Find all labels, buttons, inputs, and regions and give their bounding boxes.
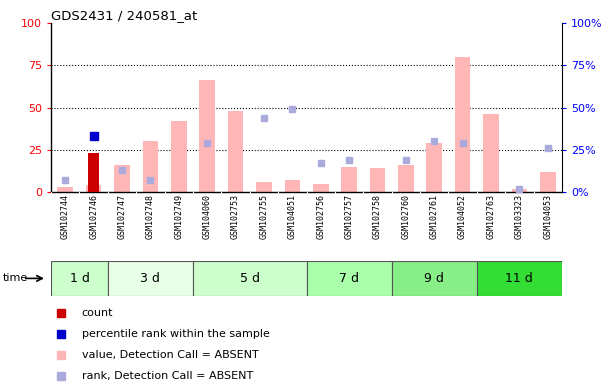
Bar — [483, 114, 499, 192]
Text: GSM102749: GSM102749 — [174, 194, 183, 239]
Bar — [256, 182, 272, 192]
Bar — [108, 261, 193, 296]
Bar — [313, 184, 329, 192]
Bar — [228, 111, 243, 192]
Text: GSM102746: GSM102746 — [89, 194, 98, 239]
Bar — [392, 261, 477, 296]
Bar — [200, 81, 215, 192]
Bar — [427, 143, 442, 192]
Bar — [58, 187, 73, 192]
Bar — [370, 168, 385, 192]
Text: GSM102747: GSM102747 — [118, 194, 127, 239]
Text: GSM102755: GSM102755 — [260, 194, 269, 239]
Bar — [88, 153, 99, 192]
Text: 9 d: 9 d — [424, 272, 444, 285]
Bar — [51, 261, 108, 296]
Text: GSM102763: GSM102763 — [486, 194, 495, 239]
Text: GSM102753: GSM102753 — [231, 194, 240, 239]
Text: 11 d: 11 d — [505, 272, 533, 285]
Text: rank, Detection Call = ABSENT: rank, Detection Call = ABSENT — [82, 371, 253, 381]
Bar — [193, 261, 307, 296]
Text: GSM104060: GSM104060 — [203, 194, 212, 239]
Text: value, Detection Call = ABSENT: value, Detection Call = ABSENT — [82, 350, 258, 360]
Text: 1 d: 1 d — [70, 272, 90, 285]
Text: GSM102760: GSM102760 — [401, 194, 410, 239]
Bar — [398, 165, 413, 192]
Bar — [455, 57, 471, 192]
Text: GSM102748: GSM102748 — [146, 194, 155, 239]
Text: GSM103323: GSM103323 — [515, 194, 524, 239]
Bar — [341, 167, 357, 192]
Text: GSM104051: GSM104051 — [288, 194, 297, 239]
Text: time: time — [3, 273, 28, 283]
Text: GSM104052: GSM104052 — [458, 194, 467, 239]
Text: 5 d: 5 d — [240, 272, 260, 285]
Bar — [171, 121, 186, 192]
Text: GSM102756: GSM102756 — [316, 194, 325, 239]
Bar — [284, 180, 300, 192]
Text: percentile rank within the sample: percentile rank within the sample — [82, 329, 270, 339]
Text: GSM102744: GSM102744 — [61, 194, 70, 239]
Bar — [307, 261, 392, 296]
Text: count: count — [82, 308, 113, 318]
Text: GDS2431 / 240581_at: GDS2431 / 240581_at — [51, 9, 197, 22]
Bar — [511, 189, 527, 192]
Text: 7 d: 7 d — [339, 272, 359, 285]
Bar — [86, 185, 102, 192]
Text: 3 d: 3 d — [141, 272, 160, 285]
Bar — [114, 165, 130, 192]
Text: GSM102757: GSM102757 — [344, 194, 353, 239]
Text: GSM102761: GSM102761 — [430, 194, 439, 239]
Text: GSM102758: GSM102758 — [373, 194, 382, 239]
Bar — [142, 141, 158, 192]
Text: GSM104053: GSM104053 — [543, 194, 552, 239]
Bar — [477, 261, 562, 296]
Bar — [540, 172, 555, 192]
